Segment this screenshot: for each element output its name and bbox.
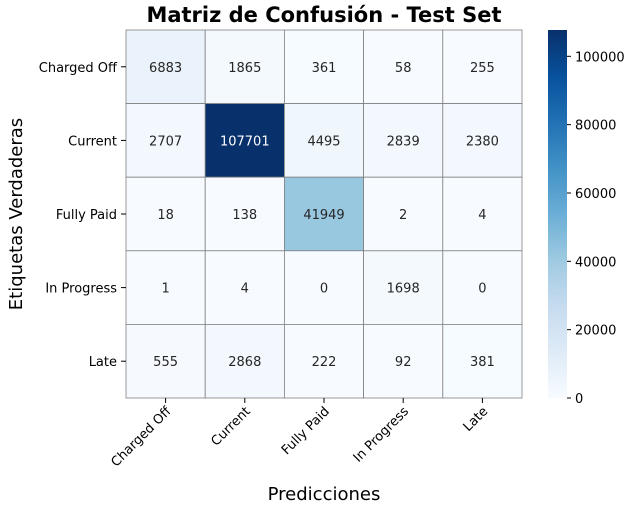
cell-value-label: 2839	[387, 134, 420, 149]
heatmap-cell	[125, 29, 206, 104]
cell-value-label: 4	[478, 208, 486, 223]
y-tick-label: Current	[68, 134, 117, 149]
y-axis-label: Etiquetas Verdaderas	[6, 118, 27, 310]
y-axis-ticks: Charged Off Current Fully Paid In Progress L…	[39, 61, 126, 370]
colorbar-tick-label: 100000	[575, 50, 625, 65]
x-tick-label: In Progress	[351, 404, 412, 465]
cell-value-label: 0	[478, 282, 486, 297]
cell-value-label: 555	[153, 355, 178, 370]
colorbar: 0 20000 40000 60000 80000 100000	[548, 30, 625, 407]
x-tick-label: Charged Off	[109, 403, 176, 470]
heatmap-cell	[204, 176, 285, 252]
heatmap-cell	[283, 323, 364, 399]
cell-value-label: 361	[312, 61, 337, 76]
cell-value-label: 6883	[149, 61, 182, 76]
heatmap-cell	[283, 250, 364, 325]
chart-title: Matriz de Confusión - Test Set	[146, 3, 501, 27]
heatmap-cell	[283, 103, 364, 178]
x-axis-ticks: Charged Off Current Fully Paid In Progress L…	[109, 398, 492, 470]
colorbar-gradient	[548, 30, 567, 398]
colorbar-tick-label: 80000	[575, 119, 616, 134]
cell-value-label: 4	[241, 282, 249, 297]
colorbar-tick-label: 60000	[575, 187, 616, 202]
heatmap-cell	[204, 29, 285, 104]
cell-value-label: 222	[312, 355, 337, 370]
heatmap-cell	[442, 29, 523, 104]
cell-value-label: 2707	[149, 134, 182, 149]
cell-value-label: 381	[470, 355, 495, 370]
x-axis-label: Predicciones	[268, 484, 381, 505]
heatmap-cell	[363, 176, 444, 252]
cell-value-label: 107701	[220, 134, 270, 149]
cell-value-label: 1	[161, 282, 169, 297]
colorbar-tick-label: 20000	[575, 324, 616, 339]
cell-value-label: 41949	[303, 208, 344, 223]
cell-value-label: 4495	[307, 134, 340, 149]
heatmap-cell	[204, 323, 285, 399]
cell-value-label: 58	[395, 61, 412, 76]
heatmap-cell	[204, 250, 285, 325]
cell-value-label: 2	[399, 208, 407, 223]
cell-value-label: 0	[320, 282, 328, 297]
y-tick-label: Charged Off	[39, 61, 118, 76]
heatmap-cell	[363, 29, 444, 104]
heatmap-cell	[442, 176, 523, 252]
cell-value-label: 2380	[466, 134, 499, 149]
colorbar-tick-label: 40000	[575, 255, 616, 270]
heatmap-cell	[283, 176, 364, 252]
y-tick-label: Late	[89, 355, 117, 370]
x-tick-label: Current	[208, 404, 253, 449]
heatmap-cell	[283, 29, 364, 104]
colorbar-tick-label: 0	[575, 392, 583, 407]
y-tick-label: In Progress	[45, 282, 117, 297]
cell-value-label: 18	[157, 208, 174, 223]
heatmap-cell	[442, 250, 523, 325]
cell-value-label: 1865	[228, 61, 261, 76]
heatmap-cell	[442, 323, 523, 399]
cell-value-label: 2868	[228, 355, 261, 370]
heatmap-cell	[442, 103, 523, 178]
heatmap-grid: 6883 1865 361 58 255 2707 107701 4495 2839 2380 18…	[125, 29, 523, 399]
cell-value-label: 138	[232, 208, 257, 223]
x-tick-label: Fully Paid	[279, 404, 333, 458]
y-tick-label: Fully Paid	[56, 208, 117, 223]
cell-value-label: 92	[395, 355, 412, 370]
heatmap-cell	[125, 103, 206, 178]
cell-value-label: 255	[470, 61, 495, 76]
heatmap-cell	[125, 323, 206, 399]
cell-value-label: 1698	[387, 282, 420, 297]
heatmap-cell	[363, 250, 444, 325]
x-tick-label: Late	[461, 404, 492, 435]
